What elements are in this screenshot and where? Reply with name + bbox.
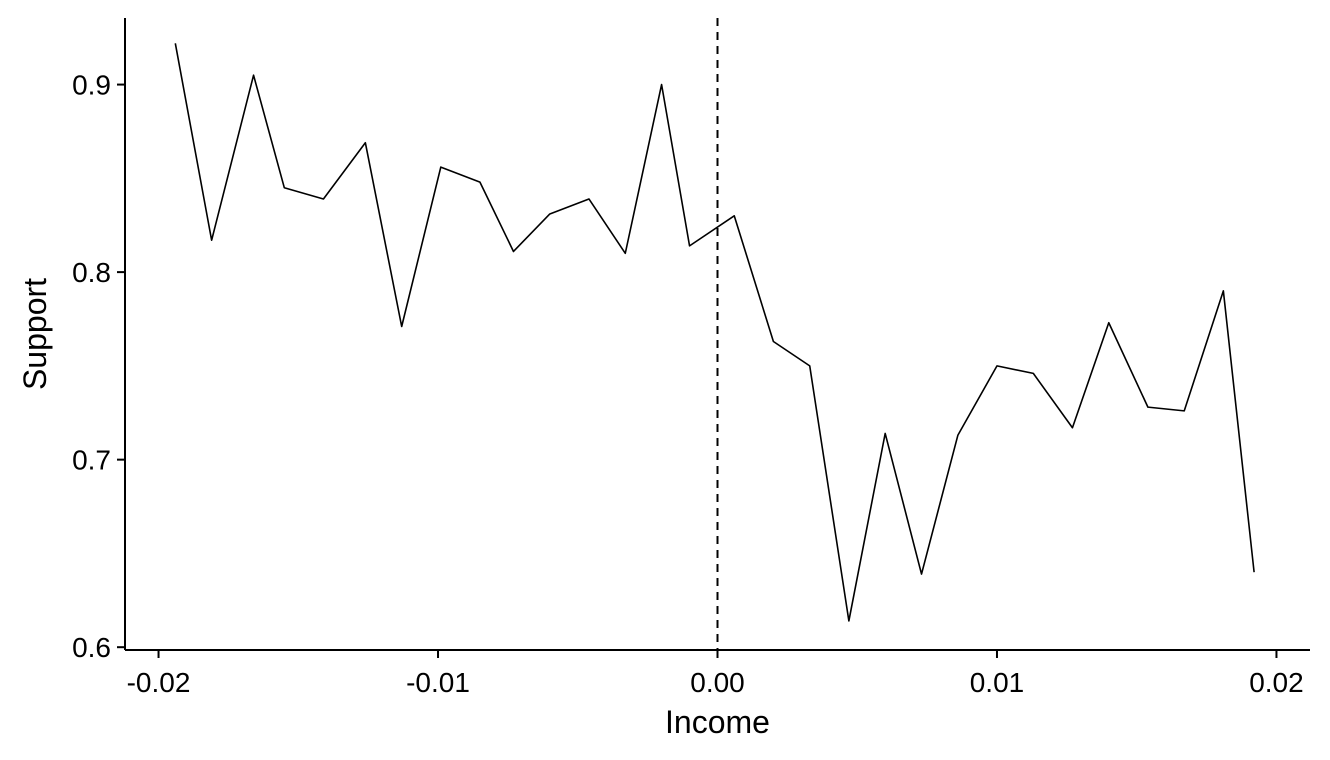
x-tick-label: -0.01 [406,667,470,698]
x-tick-label: -0.02 [127,667,191,698]
x-tick-label: 0.00 [690,667,745,698]
y-ticks: 0.6 0.7 0.8 0.9 [72,70,125,663]
y-tick-label: 0.9 [72,70,111,101]
x-tick-label: 0.02 [1249,667,1304,698]
y-tick-label: 0.6 [72,632,111,663]
y-tick-label: 0.8 [72,257,111,288]
y-tick-label: 0.7 [72,445,111,476]
y-axis-title: Support [17,278,53,390]
x-tick-label: 0.01 [970,667,1025,698]
x-ticks: -0.02 -0.01 0.00 0.01 0.02 [127,650,1304,698]
series-line [174,43,1255,622]
series-layer [174,43,1255,622]
x-axis-title: Income [665,704,770,740]
